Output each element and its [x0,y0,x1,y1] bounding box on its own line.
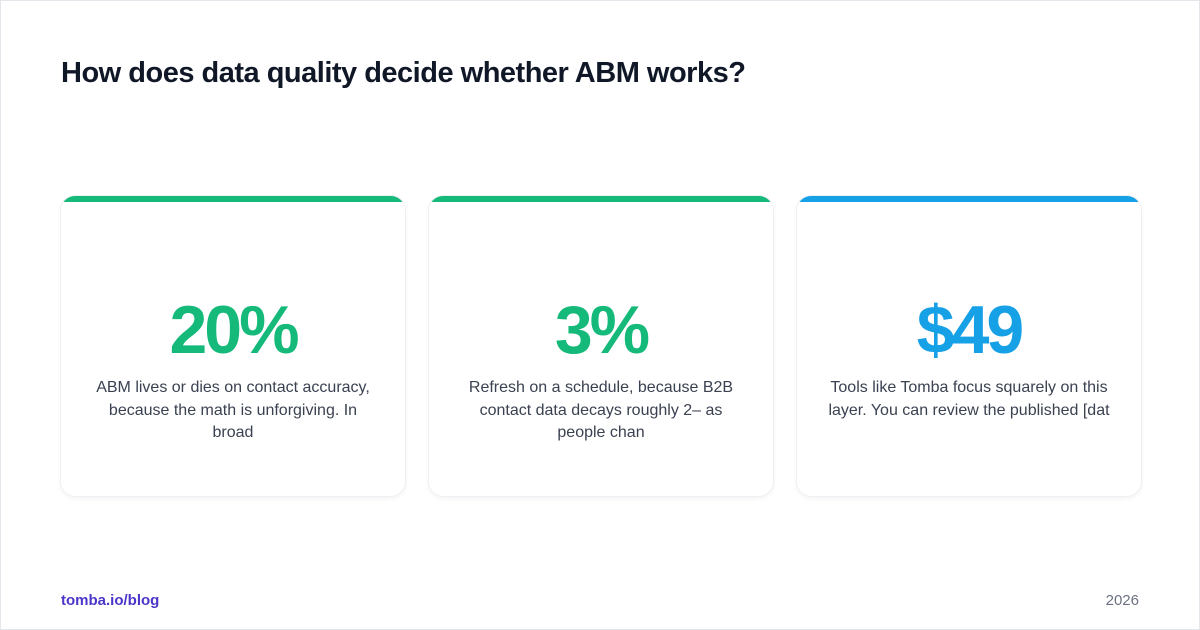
stat-value: 20% [169,292,299,368]
stat-card-1: 20% ABM lives or dies on contact accurac… [61,196,405,496]
card-accent-bar [429,196,773,202]
card-accent-bar [797,196,1141,202]
card-accent-bar [61,196,405,202]
stat-card-2: 3% Refresh on a schedule, because B2B co… [429,196,773,496]
stat-value: $49 [916,292,1024,368]
page-title: How does data quality decide whether ABM… [61,57,746,89]
stat-card-3: $49 Tools like Tomba focus squarely on t… [797,196,1141,496]
footer-year: 2026 [1105,592,1139,609]
stat-description: Refresh on a schedule, because B2B conta… [468,379,734,441]
stat-description: Tools like Tomba focus squarely on this … [828,379,1110,419]
stat-value: 3% [554,292,650,368]
blog-link[interactable]: tomba.io/blog [61,592,160,609]
stat-description: ABM lives or dies on contact accuracy, b… [96,379,370,441]
